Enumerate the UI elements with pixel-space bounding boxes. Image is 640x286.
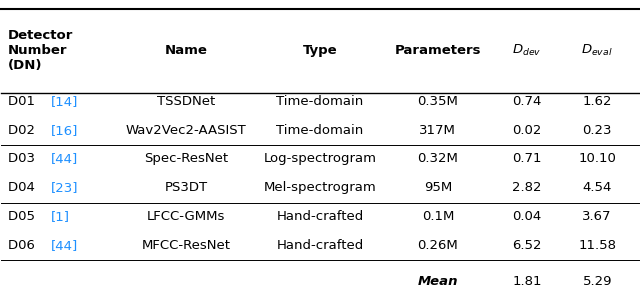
Text: [44]: [44] [51, 239, 78, 252]
Text: 0.32M: 0.32M [417, 152, 458, 165]
Text: 95M: 95M [424, 181, 452, 194]
Text: 0.1M: 0.1M [422, 210, 454, 223]
Text: 0.74: 0.74 [513, 95, 542, 108]
Text: Mel-spectrogram: Mel-spectrogram [264, 181, 376, 194]
Text: [44]: [44] [51, 152, 78, 165]
Text: Type: Type [303, 44, 337, 57]
Text: Spec-ResNet: Spec-ResNet [144, 152, 228, 165]
Text: 5.29: 5.29 [582, 275, 612, 286]
Text: Parameters: Parameters [395, 44, 481, 57]
Text: Hand-crafted: Hand-crafted [276, 210, 364, 223]
Text: D05: D05 [8, 210, 39, 223]
Text: [1]: [1] [51, 210, 70, 223]
Text: 317M: 317M [419, 124, 456, 137]
Text: D02: D02 [8, 124, 39, 137]
Text: 11.58: 11.58 [578, 239, 616, 252]
Text: PS3DT: PS3DT [164, 181, 208, 194]
Text: 6.52: 6.52 [513, 239, 542, 252]
Text: 1.62: 1.62 [582, 95, 612, 108]
Text: 2.82: 2.82 [513, 181, 542, 194]
Text: 0.23: 0.23 [582, 124, 612, 137]
Text: D01: D01 [8, 95, 39, 108]
Text: D04: D04 [8, 181, 39, 194]
Text: [16]: [16] [51, 124, 79, 137]
Text: MFCC-ResNet: MFCC-ResNet [141, 239, 230, 252]
Text: 10.10: 10.10 [579, 152, 616, 165]
Text: $D_{dev}$: $D_{dev}$ [513, 43, 542, 58]
Text: 1.81: 1.81 [513, 275, 542, 286]
Text: [14]: [14] [51, 95, 79, 108]
Text: 3.67: 3.67 [582, 210, 612, 223]
Text: Name: Name [164, 44, 207, 57]
Text: 0.26M: 0.26M [417, 239, 458, 252]
Text: D06: D06 [8, 239, 39, 252]
Text: TSSDNet: TSSDNet [157, 95, 215, 108]
Text: 4.54: 4.54 [582, 181, 612, 194]
Text: Mean: Mean [418, 275, 458, 286]
Text: Wav2Vec2-AASIST: Wav2Vec2-AASIST [126, 124, 246, 137]
Text: Log-spectrogram: Log-spectrogram [264, 152, 376, 165]
Text: [23]: [23] [51, 181, 79, 194]
Text: LFCC-GMMs: LFCC-GMMs [147, 210, 225, 223]
Text: D03: D03 [8, 152, 39, 165]
Text: Hand-crafted: Hand-crafted [276, 239, 364, 252]
Text: 0.02: 0.02 [513, 124, 542, 137]
Text: Time-domain: Time-domain [276, 124, 364, 137]
Text: $D_{eval}$: $D_{eval}$ [581, 43, 613, 58]
Text: Detector
Number
(DN): Detector Number (DN) [8, 29, 73, 72]
Text: 0.71: 0.71 [513, 152, 542, 165]
Text: Time-domain: Time-domain [276, 95, 364, 108]
Text: 0.35M: 0.35M [417, 95, 458, 108]
Text: 0.04: 0.04 [513, 210, 541, 223]
